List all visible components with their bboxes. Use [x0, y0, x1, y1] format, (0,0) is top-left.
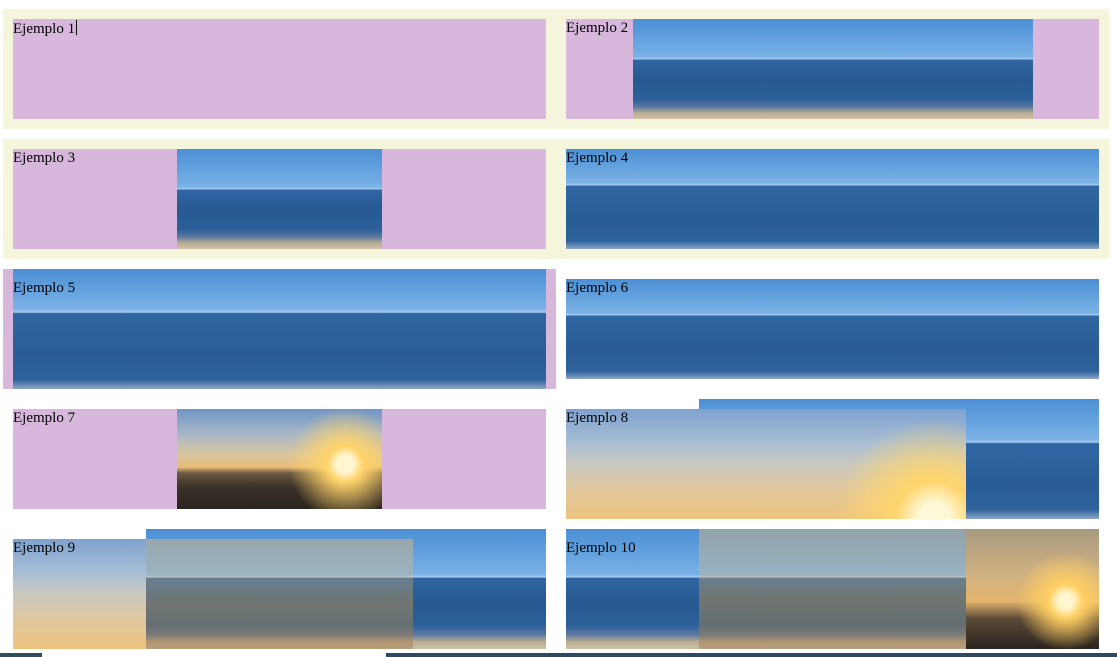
background-image-sunset: [566, 409, 966, 519]
next-row-strip: [386, 653, 1117, 657]
example-label-1: Ejemplo 1: [13, 21, 76, 37]
background-image-sunset: [177, 409, 382, 509]
example-box-1[interactable]: Ejemplo 1: [13, 19, 546, 119]
background-image-beach: [633, 19, 1033, 119]
example-box-6: Ejemplo 6: [566, 279, 1099, 379]
example-box-4: Ejemplo 4: [566, 149, 1099, 249]
overlay-image-sunset: [146, 539, 413, 649]
example-box-2: Ejemplo 2: [566, 19, 1099, 119]
example-label-7: Ejemplo 7: [13, 410, 76, 426]
background-image-beach: [177, 149, 382, 249]
example-label-9: Ejemplo 9: [13, 540, 76, 556]
example-label-8: Ejemplo 8: [566, 410, 629, 426]
example-box-10: Ejemplo 10: [566, 529, 1099, 649]
example-box-8: Ejemplo 8: [566, 399, 1099, 519]
background-image-sunset: [966, 529, 1099, 649]
next-row-strip: [0, 653, 42, 657]
example-label-5: Ejemplo 5: [13, 280, 76, 296]
example-label-3: Ejemplo 3: [13, 150, 76, 166]
example-label-10: Ejemplo 10: [566, 540, 636, 556]
example-label-2: Ejemplo 2: [566, 20, 629, 36]
example-box-3: Ejemplo 3: [13, 149, 546, 249]
example-box-9: Ejemplo 9: [13, 529, 546, 649]
background-image-beach: [566, 529, 966, 649]
example-label-4: Ejemplo 4: [566, 150, 629, 166]
background-image-beach: [146, 529, 546, 649]
example-box-5: Ejemplo 5: [13, 269, 546, 389]
example-label-6: Ejemplo 6: [566, 280, 629, 296]
text-cursor: [76, 20, 78, 35]
overlay-image-sunset: [699, 529, 966, 649]
example-box-7: Ejemplo 7: [13, 409, 546, 509]
